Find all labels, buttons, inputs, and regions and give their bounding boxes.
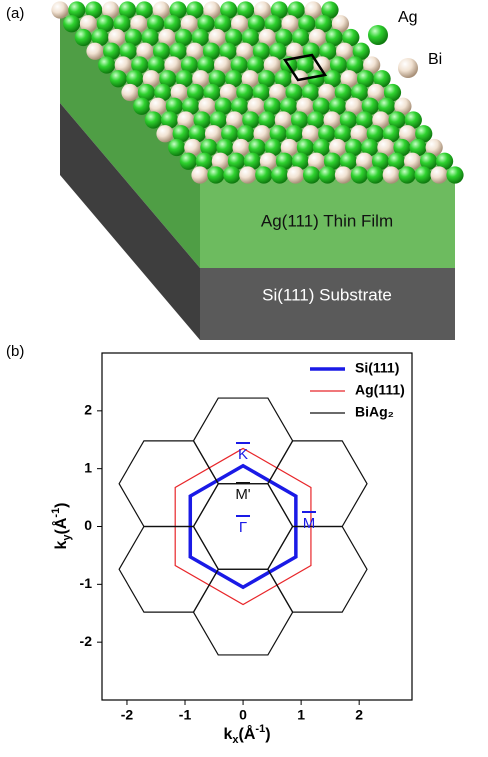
- x_label-label-part: ): [265, 726, 270, 743]
- x_label-label: kx(Å-1): [223, 723, 270, 746]
- x_label-label-part: (Å: [239, 724, 256, 743]
- panel-label: (b): [6, 343, 24, 360]
- legend-label: Si(111): [355, 360, 399, 376]
- symmetry-label: K: [238, 446, 248, 463]
- ag-atom: [367, 166, 384, 183]
- bi-atom: [335, 166, 352, 183]
- x-tick-label: 2: [355, 707, 363, 723]
- hexagon: [119, 526, 218, 612]
- ag-legend-atom: [368, 25, 388, 45]
- hexagon: [268, 526, 367, 612]
- y-tick-label: 1: [84, 459, 92, 475]
- symmetry-label: M: [303, 515, 316, 532]
- bi-atom: [383, 166, 400, 183]
- hexagon: [193, 398, 292, 484]
- y-tick-label: 0: [84, 517, 92, 533]
- x-tick-label: -2: [121, 707, 134, 723]
- bi-atom: [86, 43, 103, 60]
- x_label-label-part: -1: [255, 723, 265, 735]
- y_label-label-part: (Å: [51, 517, 70, 534]
- ag-atom: [207, 166, 224, 183]
- x-tick-label: 0: [239, 707, 247, 723]
- page: (a) Ag(111) Thin Film Si(111) Substrate …: [0, 0, 488, 757]
- legend-label: Ag(111): [355, 382, 405, 398]
- substrate-label: Si(111) Substrate: [262, 285, 392, 304]
- ag-atom: [446, 166, 463, 183]
- ag-atom: [399, 166, 416, 183]
- x-tick-label: -1: [179, 707, 192, 723]
- hexagon: [268, 441, 367, 527]
- x_label-label-part: k: [223, 726, 232, 743]
- ag-atom: [168, 139, 185, 156]
- block: [51, 1, 463, 340]
- ag-atom: [351, 166, 368, 183]
- ag-atom: [63, 15, 80, 32]
- bi-atom: [239, 166, 256, 183]
- bi-atom: [287, 166, 304, 183]
- panel-label: (a): [6, 5, 24, 22]
- y-tick-label: 2: [84, 402, 92, 418]
- figure: (a) Ag(111) Thin Film Si(111) Substrate …: [0, 0, 488, 757]
- y_label-label-part: -1: [50, 508, 62, 518]
- hexagon: [119, 441, 218, 527]
- symmetry-label: M': [235, 486, 250, 503]
- symmetry-label: Γ: [239, 519, 247, 536]
- bi-atom: [121, 84, 138, 101]
- ag-atom: [145, 111, 162, 128]
- bi-atom: [51, 1, 68, 18]
- ag-atom: [110, 70, 127, 87]
- ag-atom: [271, 166, 288, 183]
- chart: -2 -1 0 1 2 -2 -1 0 1 2 kx(Å-1) ky(Å-1) Si(111) Ag(11…: [50, 353, 412, 746]
- film-label: Ag(111) Thin Film: [261, 211, 393, 230]
- ag-atom: [255, 166, 272, 183]
- ag-label: Ag: [398, 9, 418, 26]
- ag-atom: [180, 153, 197, 170]
- y-tick-label: -2: [80, 633, 93, 649]
- y_label-label-part: k: [53, 541, 70, 550]
- ag-atom: [223, 166, 240, 183]
- ag-atom: [415, 166, 432, 183]
- ag-atom: [133, 98, 150, 115]
- ag-atom: [98, 56, 115, 73]
- bi-label: Bi: [428, 51, 442, 68]
- bi-atom: [191, 166, 208, 183]
- bi-atom: [430, 166, 447, 183]
- legend-label: BiAg₂: [355, 404, 394, 420]
- y-tick-label: -1: [80, 575, 93, 591]
- x-tick-label: 1: [297, 707, 305, 723]
- y_label-label-part: ): [53, 502, 70, 507]
- hexagon: [193, 569, 292, 655]
- y_label-label: ky(Å-1): [50, 502, 73, 549]
- bi-legend-atom: [398, 58, 418, 78]
- bi-atom: [156, 125, 173, 142]
- ag-atom: [75, 29, 92, 46]
- ag-atom: [319, 166, 336, 183]
- ag-atom: [303, 166, 320, 183]
